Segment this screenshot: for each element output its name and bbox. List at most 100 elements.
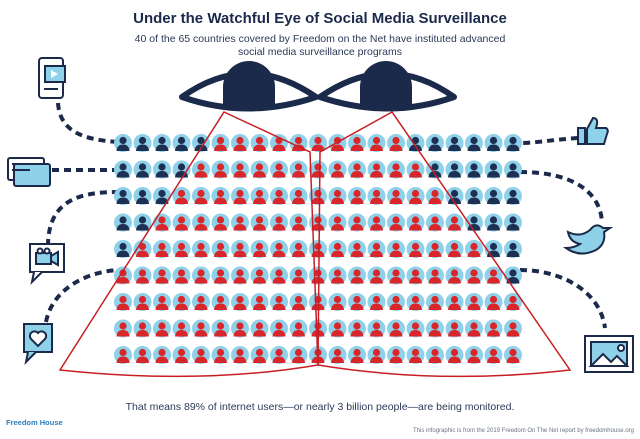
person-icon [504, 160, 522, 179]
image-frame-icon [584, 335, 634, 373]
monitored-person-icon [309, 134, 327, 152]
monitored-person-icon [367, 134, 386, 152]
person-icon [465, 160, 483, 179]
monitored-person-icon [406, 187, 425, 205]
monitored-person-icon [387, 134, 405, 152]
monitored-person-icon [153, 346, 171, 364]
monitored-person-icon [172, 266, 191, 285]
monitored-person-icon [367, 213, 386, 232]
monitored-person-icon [192, 240, 210, 258]
monitored-person-icon [406, 319, 425, 338]
monitored-person-icon [387, 160, 405, 179]
monitored-person-icon [426, 293, 444, 311]
monitored-person-icon [231, 319, 249, 338]
person-icon [504, 134, 522, 152]
monitored-person-icon [172, 187, 191, 205]
monitored-person-icon [231, 266, 249, 285]
monitored-person-icon [231, 293, 249, 311]
monitored-person-icon [153, 213, 171, 232]
monitored-person-icon [270, 240, 288, 258]
monitored-person-icon [367, 187, 386, 205]
monitored-person-icon [289, 266, 308, 285]
monitored-person-icon [250, 160, 269, 179]
monitored-person-icon [309, 240, 327, 258]
person-icon [445, 134, 464, 152]
monitored-person-icon [406, 293, 425, 311]
page-title: Under the Watchful Eye of Social Media S… [133, 10, 507, 27]
person-icon [114, 134, 132, 152]
monitored-person-icon [387, 319, 405, 338]
monitored-person-icon [289, 319, 308, 338]
monitored-person-icon [348, 319, 366, 338]
freedom-house-logo[interactable]: Freedom House [6, 418, 63, 427]
monitored-person-icon [211, 134, 230, 152]
video-post-phone-icon [38, 57, 66, 99]
monitored-person-icon [309, 160, 327, 179]
person-icon [172, 160, 191, 179]
monitored-person-icon [426, 346, 444, 364]
monitored-person-icon [406, 160, 425, 179]
monitored-person-icon [484, 346, 503, 364]
monitored-person-icon [465, 266, 483, 285]
monitored-person-icon [484, 319, 503, 338]
monitored-person-icon [445, 240, 464, 258]
person-icon [484, 187, 503, 205]
monitored-person-icon [328, 293, 347, 311]
monitored-person-icon [465, 293, 483, 311]
monitored-person-icon [465, 319, 483, 338]
monitored-person-icon [348, 160, 366, 179]
monitored-person-icon [172, 213, 191, 232]
monitored-person-icon [328, 266, 347, 285]
monitored-person-icon [445, 319, 464, 338]
person-icon [504, 187, 522, 205]
monitored-person-icon [133, 240, 152, 258]
monitored-person-icon [250, 134, 269, 152]
monitored-person-icon [231, 187, 249, 205]
monitored-person-icon [211, 266, 230, 285]
monitored-person-icon [367, 346, 386, 364]
monitored-person-icon [133, 346, 152, 364]
monitored-person-icon [153, 319, 171, 338]
monitored-person-icon [465, 346, 483, 364]
monitored-person-icon [231, 240, 249, 258]
monitored-person-icon [153, 266, 171, 285]
people-grid [114, 134, 522, 364]
monitored-person-icon [192, 319, 210, 338]
monitored-person-icon [328, 346, 347, 364]
monitored-person-icon [114, 319, 132, 338]
monitored-person-icon [387, 240, 405, 258]
person-icon [484, 160, 503, 179]
monitored-person-icon [114, 293, 132, 311]
monitored-person-icon [231, 346, 249, 364]
monitored-person-icon [504, 319, 522, 338]
monitored-person-icon [387, 213, 405, 232]
person-icon [465, 187, 483, 205]
monitored-person-icon [133, 266, 152, 285]
monitored-person-icon [289, 134, 308, 152]
monitored-person-icon [348, 240, 366, 258]
monitored-person-icon [367, 293, 386, 311]
monitored-person-icon [270, 187, 288, 205]
monitored-person-icon [504, 293, 522, 311]
monitored-person-icon [367, 266, 386, 285]
monitored-person-icon [445, 266, 464, 285]
credit-note: This infographic is from the 2019 Freedo… [412, 428, 634, 434]
monitored-person-icon [270, 266, 288, 285]
monitored-person-icon [250, 266, 269, 285]
monitored-person-icon [211, 240, 230, 258]
monitored-person-icon [192, 266, 210, 285]
monitored-person-icon [426, 213, 444, 232]
monitored-person-icon [348, 293, 366, 311]
monitored-person-icon [133, 319, 152, 338]
monitored-person-icon [328, 160, 347, 179]
monitored-person-icon [289, 187, 308, 205]
thumbs-up-icon [577, 116, 609, 145]
monitored-person-icon [289, 213, 308, 232]
monitored-person-icon [133, 293, 152, 311]
heart-message-icon [23, 323, 53, 366]
person-icon [133, 213, 152, 232]
person-icon [445, 187, 464, 205]
monitored-person-icon [328, 187, 347, 205]
monitored-person-icon [465, 240, 483, 258]
monitored-person-icon [328, 240, 347, 258]
